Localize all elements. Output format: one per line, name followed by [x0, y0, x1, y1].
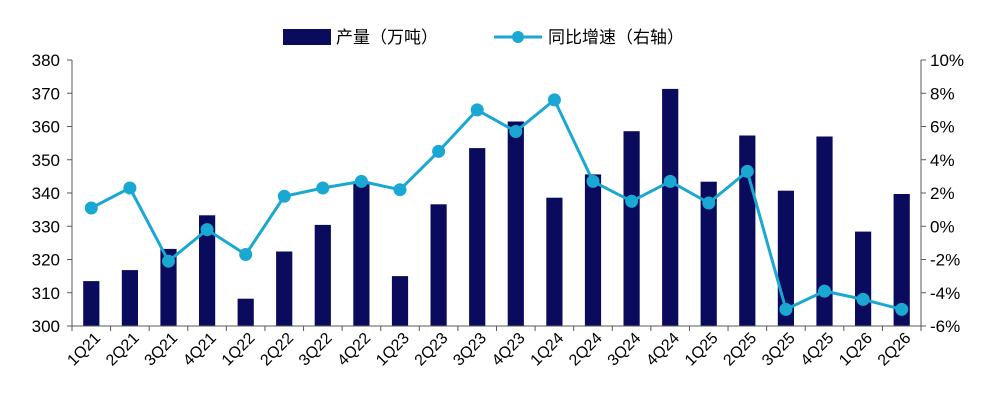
- bar: [314, 224, 331, 326]
- x-tick-label: 2Q25: [720, 330, 760, 370]
- legend: 产量（万吨） 同比增速（右轴）: [283, 28, 684, 48]
- left-y-tick-label: 380: [32, 51, 60, 70]
- bar: [237, 298, 254, 326]
- bar: [199, 215, 216, 326]
- line-point: [818, 284, 831, 298]
- right-y-tick-label: 8%: [930, 84, 955, 103]
- right-y-tick-label: 10%: [930, 51, 964, 70]
- x-tick-label: 4Q25: [798, 330, 838, 370]
- x-tick-label: 1Q24: [528, 330, 568, 370]
- bar: [739, 135, 756, 326]
- growth-line: [90, 98, 903, 311]
- bar: [469, 148, 486, 326]
- x-tick-label: 1Q22: [219, 330, 259, 370]
- bar: [121, 270, 138, 326]
- x-tick-label: 1Q21: [64, 330, 104, 370]
- x-tick-label: 1Q23: [373, 330, 413, 370]
- right-y-tick-label: 0%: [930, 217, 955, 236]
- left-y-tick-label: 300: [32, 317, 60, 336]
- x-tick-label: 4Q24: [643, 330, 683, 370]
- x-tick-label: 1Q25: [682, 330, 722, 370]
- line-point: [316, 181, 330, 195]
- left-y-tick-label: 360: [32, 118, 60, 137]
- x-tick-label: 3Q21: [142, 330, 182, 370]
- right-y-tick-label: 4%: [930, 151, 955, 170]
- line-series: [84, 93, 909, 316]
- left-y-tick-label: 340: [32, 184, 60, 203]
- x-tick-label: 1Q26: [836, 330, 876, 370]
- bar: [700, 181, 717, 326]
- line-point: [470, 103, 484, 117]
- x-tick-label: 4Q21: [180, 330, 220, 370]
- line-point: [162, 254, 175, 268]
- line-point: [779, 302, 793, 316]
- line-point: [432, 144, 446, 158]
- bar: [662, 88, 679, 327]
- legend-line-label: 同比增速（右轴）: [548, 28, 684, 48]
- x-tick-label: 4Q22: [335, 330, 375, 370]
- bar: [160, 248, 177, 326]
- left-y-tick-label: 370: [32, 84, 60, 103]
- bar: [353, 181, 370, 326]
- line-point: [547, 93, 561, 107]
- x-tick-label: 3Q25: [759, 330, 799, 370]
- line-point: [123, 181, 137, 195]
- bar: [276, 251, 293, 326]
- bar: [391, 276, 409, 326]
- x-tick-label: 3Q24: [605, 330, 645, 370]
- right-y-tick-label: -2%: [930, 251, 960, 270]
- legend-bar-label: 产量（万吨）: [336, 28, 438, 48]
- bar: [893, 194, 910, 326]
- line-point: [625, 194, 639, 208]
- line-point: [200, 223, 214, 237]
- bar: [855, 231, 872, 326]
- right-y-tick-label: 2%: [930, 184, 955, 203]
- left-y-axis-labels: 300 310 320 330 340 350 360 370 380: [32, 51, 60, 336]
- left-y-tick-label: 320: [32, 251, 60, 270]
- legend-line-marker: [512, 31, 524, 43]
- line-point: [740, 164, 754, 178]
- bar: [546, 197, 563, 326]
- legend-bar-swatch: [283, 29, 331, 45]
- left-y-tick-label: 350: [32, 151, 60, 170]
- right-y-axis-labels: -6% -4% -2% 0% 2% 4% 6% 8% 10%: [930, 51, 964, 336]
- left-y-tick-label: 330: [32, 217, 60, 236]
- left-y-tick-label: 310: [32, 284, 60, 303]
- bar: [584, 174, 602, 326]
- x-tick-label: 4Q23: [489, 330, 529, 370]
- x-tick-label: 2Q22: [257, 330, 297, 370]
- x-tick-label: 2Q21: [103, 330, 143, 370]
- line-point: [84, 201, 98, 215]
- right-y-tick-label: -6%: [930, 317, 960, 336]
- x-tick-label: 3Q22: [296, 330, 336, 370]
- line-point: [354, 174, 368, 188]
- x-axis-labels: 1Q212Q213Q214Q211Q222Q223Q224Q221Q232Q23…: [64, 330, 914, 370]
- bar: [83, 281, 100, 326]
- right-y-tick-label: 6%: [930, 118, 955, 137]
- bar: [430, 204, 447, 326]
- x-tick-label: 3Q23: [450, 330, 490, 370]
- line-point: [895, 302, 909, 316]
- bar: [623, 131, 640, 326]
- bar: [507, 121, 524, 326]
- x-tick-label: 2Q24: [566, 330, 606, 370]
- x-tick-label: 2Q23: [412, 330, 452, 370]
- line-point: [856, 292, 870, 306]
- line-point: [663, 174, 677, 188]
- axes: [67, 59, 926, 331]
- line-point: [277, 189, 291, 203]
- line-point: [509, 125, 523, 138]
- line-point: [586, 174, 600, 188]
- right-y-tick-label: -4%: [930, 284, 960, 303]
- bar: [816, 136, 833, 326]
- line-point: [239, 248, 253, 261]
- bar-series: [83, 88, 910, 327]
- x-tick-label: 2Q26: [875, 330, 915, 370]
- line-point: [393, 183, 407, 197]
- line-point: [702, 196, 716, 210]
